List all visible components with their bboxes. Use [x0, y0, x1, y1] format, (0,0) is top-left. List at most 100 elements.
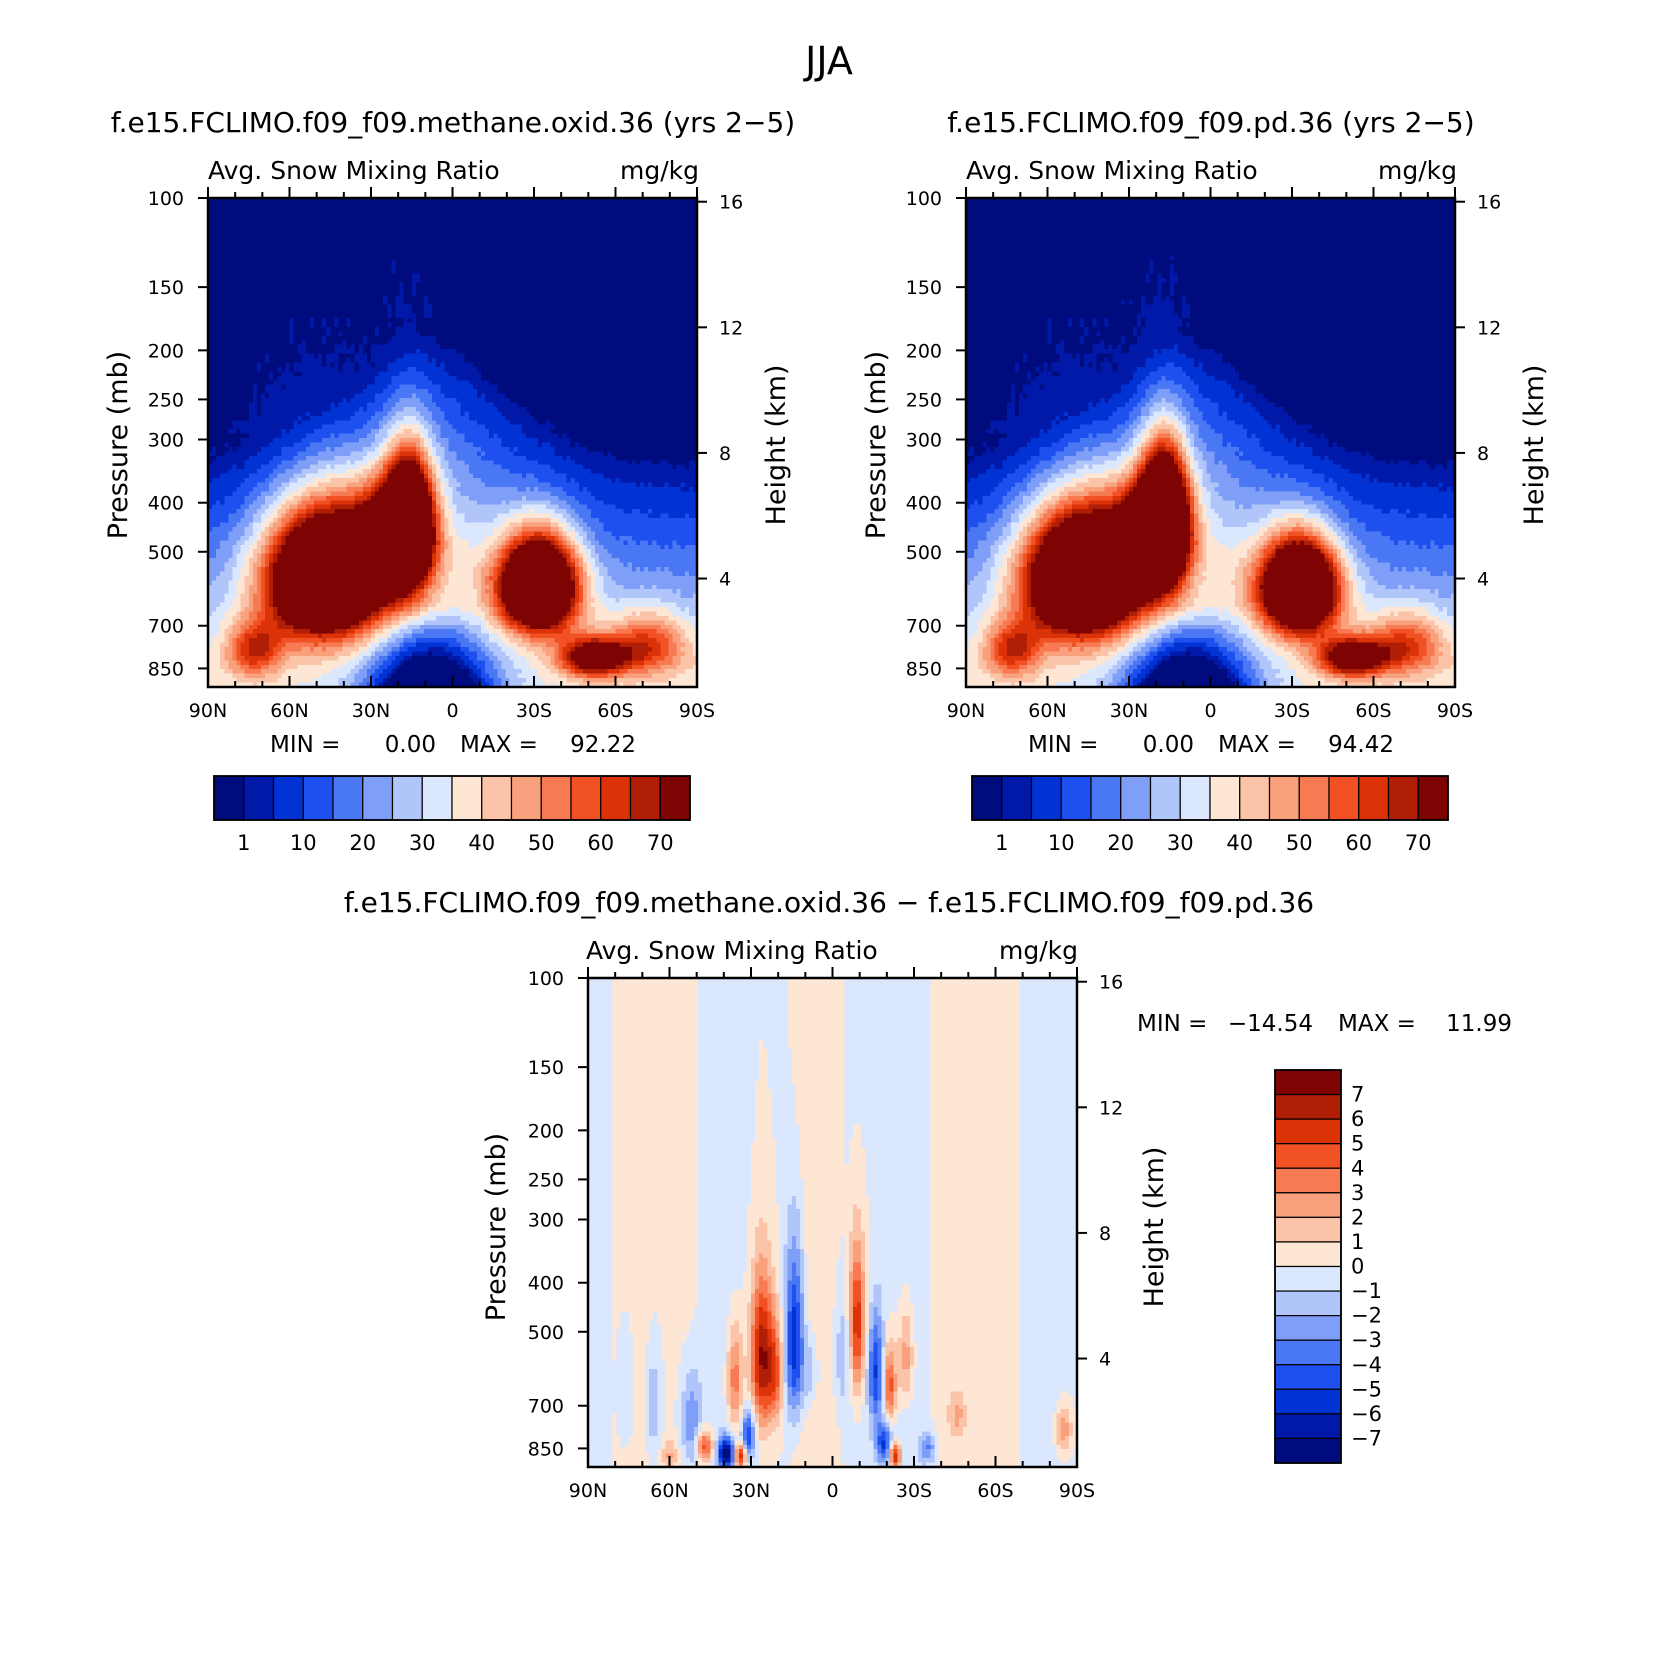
left-field-cell [603, 500, 698, 506]
left-field-cell [432, 571, 437, 577]
right-field-cell [1181, 473, 1187, 479]
right-field-cell [1271, 451, 1313, 457]
right-field-cell [1173, 291, 1456, 297]
left-field-cell [615, 678, 670, 684]
left-field-cell [436, 455, 441, 461]
left-field-cell [342, 642, 356, 648]
left-field-cell [432, 598, 441, 604]
right-field-cell [966, 300, 1122, 306]
right-field-cell [1406, 642, 1419, 648]
left-field-cell [285, 620, 360, 626]
left-field-cell [656, 540, 674, 546]
right-field-cell [1357, 589, 1366, 595]
right-field-cell [1177, 424, 1187, 430]
right-field-cell [998, 438, 1032, 444]
left-field-cell [578, 540, 584, 546]
left-field-cell [684, 669, 698, 675]
left-field-cell [208, 460, 213, 466]
right-field-cell [1214, 451, 1236, 457]
left-colorbar-box [213, 775, 245, 821]
right-field-cell [1369, 566, 1391, 573]
right-field-cell [1165, 362, 1175, 368]
right-field-cell [1369, 478, 1375, 484]
right-field-cell [1332, 669, 1342, 675]
left-field-cell [224, 646, 234, 653]
left-field-cell [383, 438, 388, 444]
left-field-cell [228, 580, 238, 586]
right-field-cell [1137, 624, 1142, 630]
left-field-cell [411, 304, 425, 310]
right-field-cell [1104, 486, 1118, 492]
right-field-cell [1137, 331, 1142, 337]
left-field-cell [493, 558, 498, 564]
right-field-cell [1450, 646, 1456, 653]
left-field-cell [383, 473, 388, 479]
left-field-cell [265, 602, 270, 608]
left-field-cell [387, 384, 401, 390]
left-field-cell [415, 460, 421, 466]
left-field-cell [586, 531, 596, 537]
left-field-cell [334, 509, 433, 515]
right-field-cell [1153, 598, 1163, 604]
left-field-cell [501, 500, 507, 506]
right-field-cell [1410, 646, 1419, 653]
left-field-cell [513, 446, 519, 452]
right-field-cell [1133, 646, 1142, 653]
left-field-cell [644, 664, 661, 670]
right-field-cell [1071, 646, 1081, 653]
left-field-cell [452, 495, 470, 501]
left-field-cell [521, 669, 539, 675]
left-field-cell [334, 318, 339, 324]
left-field-cell [497, 642, 507, 648]
right-field-cell [1063, 446, 1085, 452]
right-colorbar-box [1387, 775, 1419, 821]
left-field-cell [293, 362, 323, 368]
left-field-cell [220, 629, 225, 635]
right-field-cell [1173, 402, 1183, 408]
right-field-cell [986, 558, 996, 564]
left-field-cell [505, 651, 519, 657]
left-field-cell [208, 393, 254, 399]
right-field-cell [1027, 664, 1040, 670]
right-field-cell [1198, 566, 1208, 573]
right-field-cell [1023, 389, 1122, 395]
right-field-cell [1186, 406, 1199, 412]
left-field-cell [362, 482, 372, 488]
right-field-cell [1108, 415, 1130, 421]
right-field-cell [1263, 615, 1269, 621]
right-field-cell [1190, 491, 1195, 497]
left-field-cell [440, 593, 478, 599]
right-field-cell [1165, 611, 1175, 617]
right-field-cell [1080, 335, 1085, 341]
right-field-cell [1198, 518, 1203, 524]
left-field-cell [252, 518, 262, 524]
right-field-cell [1027, 655, 1032, 661]
right-field-cell [1230, 669, 1240, 675]
left-field-cell [232, 642, 238, 648]
left-field-cell [648, 482, 653, 488]
right-field-cell [1328, 544, 1334, 550]
right-field-cell [1071, 642, 1077, 648]
left-field-cell [411, 318, 417, 324]
right-field-cell [1080, 318, 1085, 324]
right-field-cell [1055, 513, 1065, 519]
right-field-cell [1137, 451, 1142, 457]
right-field-cell [1080, 411, 1114, 417]
right-field-cell [1328, 664, 1334, 670]
right-field-cell [1169, 282, 1175, 288]
right-field-cell [1234, 673, 1240, 679]
right-field-cell [966, 633, 975, 639]
right-field-cell [974, 606, 987, 613]
right-field-cell [1332, 615, 1338, 621]
right-field-cell [1043, 620, 1118, 626]
right-ytick-label: 700 [906, 616, 942, 638]
left-field-cell [375, 629, 384, 635]
right-field-cell [1092, 433, 1097, 439]
left-field-cell [501, 682, 511, 688]
right-field-cell [1328, 478, 1334, 484]
left-field-cell [212, 611, 225, 617]
left-field-cell [387, 464, 392, 470]
right-field-cell [1006, 642, 1028, 648]
left-field-cell [448, 642, 462, 648]
right-field-cell [1145, 295, 1155, 301]
